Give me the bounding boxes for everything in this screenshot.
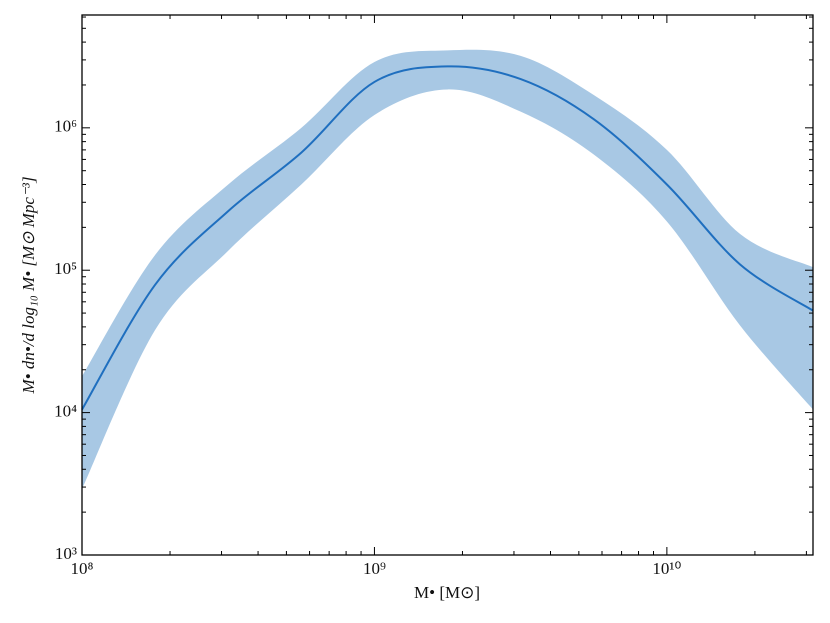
y-tick-label: 10⁶ xyxy=(54,117,77,136)
x-axis-label: M• [M⊙] xyxy=(414,583,480,602)
x-tick-label: 10⁹ xyxy=(363,559,386,578)
uncertainty-band xyxy=(82,49,814,490)
x-tick-label: 10⁸ xyxy=(71,559,94,578)
y-axis-label: M• dn•/d log₁₀ M• [M⊙ Mpc⁻³] xyxy=(19,176,38,394)
plot-frame xyxy=(81,14,814,556)
line xyxy=(81,65,814,411)
y-tick-label: 10⁴ xyxy=(54,402,77,421)
y-tick-label: 10³ xyxy=(55,544,77,563)
y-tick-label: 10⁵ xyxy=(54,259,77,278)
x-tick-label: 10¹⁰ xyxy=(652,559,681,578)
